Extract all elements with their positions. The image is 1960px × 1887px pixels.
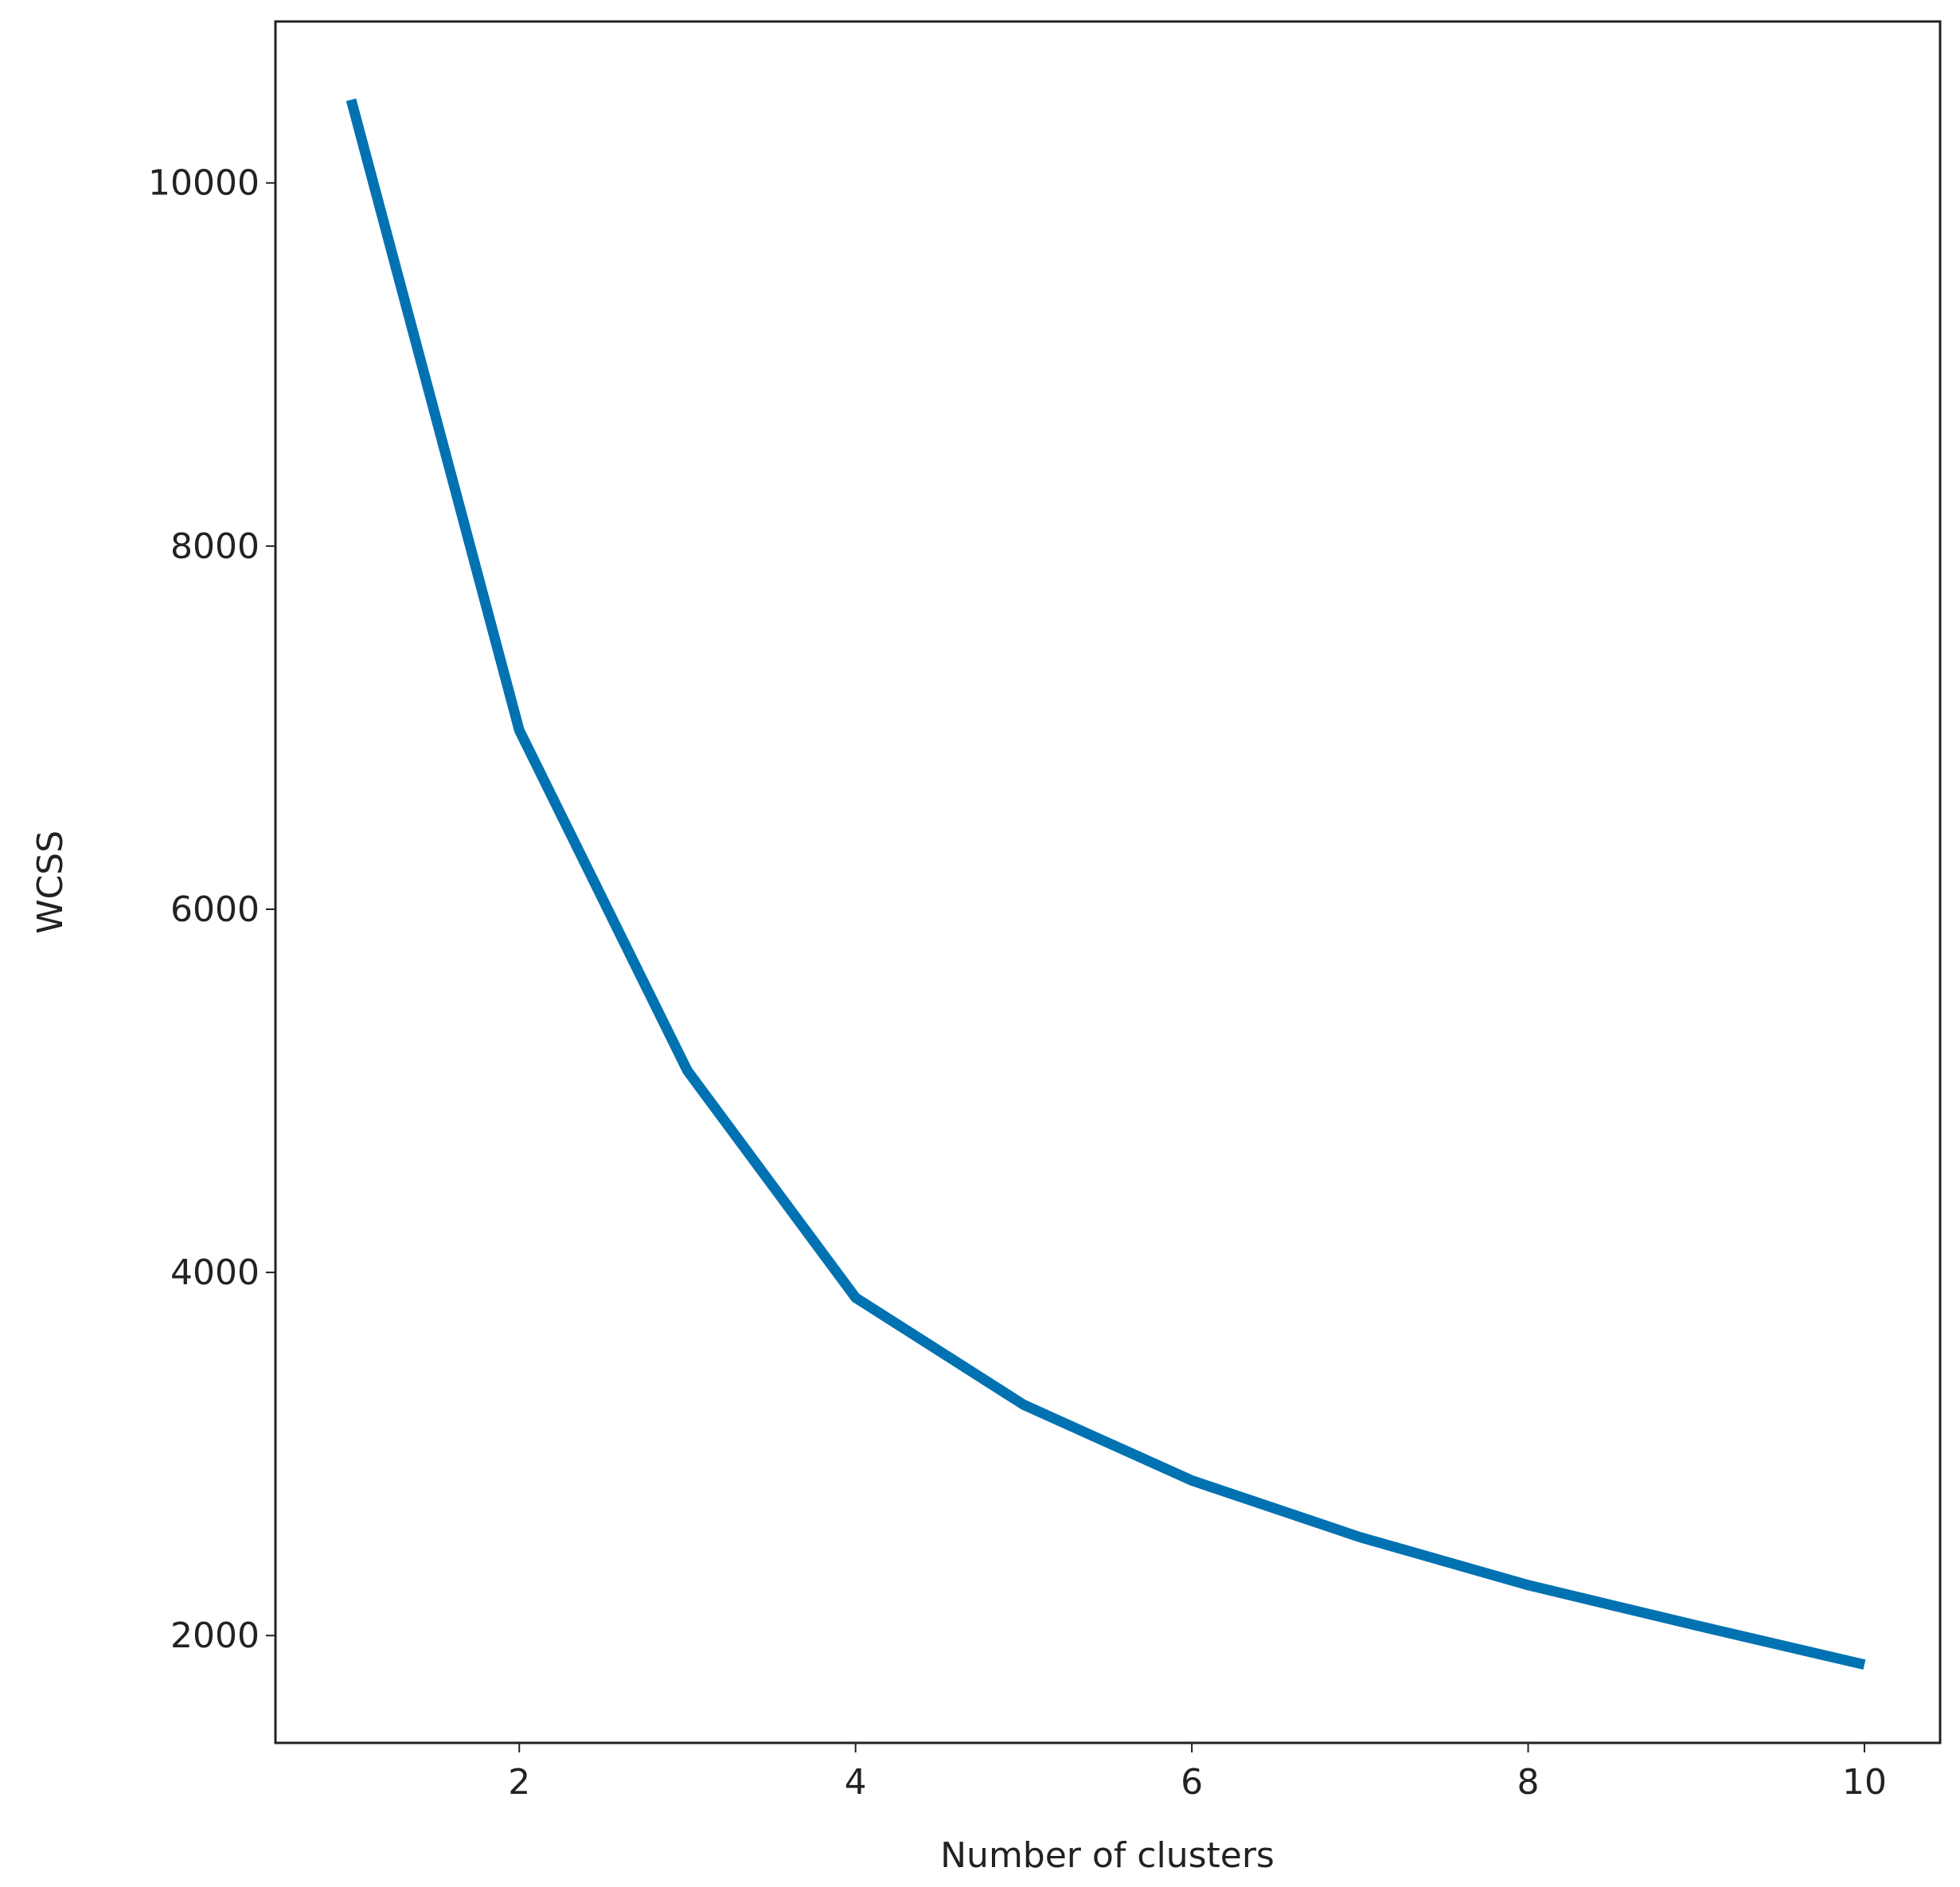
plot-frame [274,20,1942,1744]
x-tick-label: 8 [1517,1762,1540,1803]
y-tick-label: 4000 [170,1252,260,1293]
x-tick-label: 10 [1842,1762,1887,1803]
x-tick-label: 6 [1181,1762,1203,1803]
y-tick-label: 8000 [170,526,260,567]
x-axis-label: Number of clusters [940,1835,1275,1876]
y-axis-label: WCSS [30,830,71,934]
x-tick-label: 2 [508,1762,530,1803]
line [346,98,1866,1670]
y-tick-label: 2000 [170,1615,260,1656]
y-tick-label: 6000 [170,889,260,930]
y-tick-label: 10000 [148,163,260,204]
x-tick-label: 4 [845,1762,867,1803]
